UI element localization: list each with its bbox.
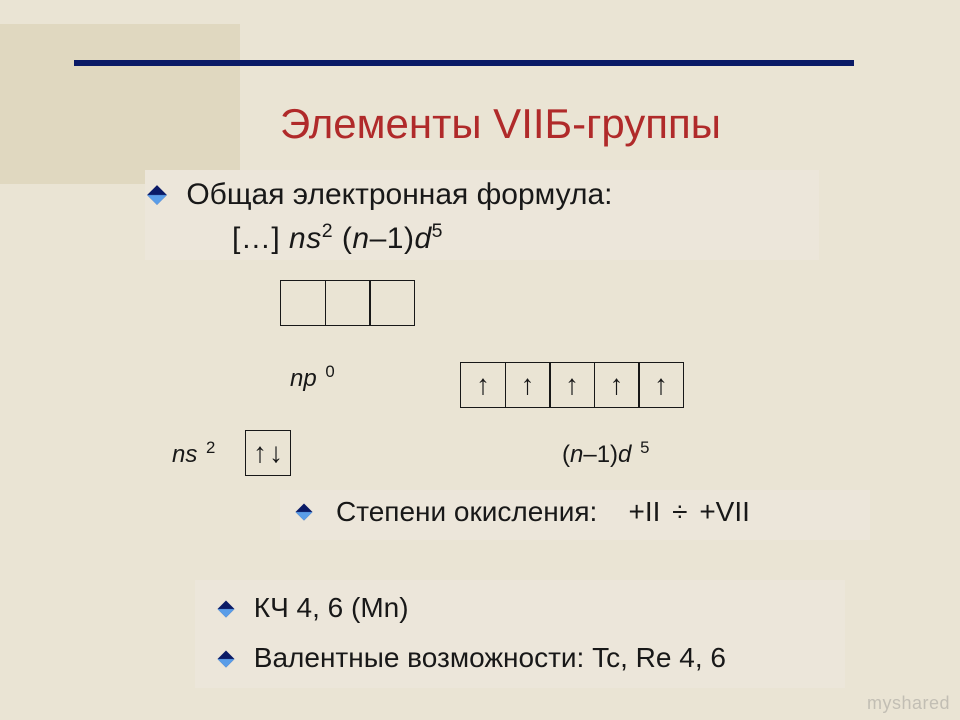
- formula-d: d: [414, 222, 431, 255]
- electron-formula: […] ns2 (n–1)d5: [232, 220, 443, 256]
- arrow-up-icon: ↑: [475, 371, 491, 399]
- label-nd-exp: 5: [640, 438, 649, 457]
- orbital-cell: [280, 280, 326, 326]
- arrow-up-icon: ↑: [520, 371, 536, 399]
- slide-title: Элементы VIIБ-группы: [280, 100, 721, 148]
- slide: Элементы VIIБ-группы Общая электронная ф…: [0, 0, 960, 720]
- label-np-base: np: [290, 365, 317, 392]
- oxidation-label: Степени окисления:: [336, 496, 597, 527]
- oxidation-from: +II: [628, 496, 660, 527]
- formula-ns: ns: [289, 222, 322, 255]
- bullet-diamond-icon: [147, 185, 167, 205]
- bullet-diamond-icon: [218, 601, 235, 618]
- oxidation-line: Степени окисления: +II ÷ +VII: [336, 496, 750, 528]
- bullet-formula-text: Общая электронная формула: [186, 178, 604, 211]
- decor-accent-line: [74, 60, 854, 66]
- bottom-line-2: Валентные возможности: Tc, Re 4, 6: [220, 642, 726, 674]
- formula-ns-exp: 2: [322, 220, 333, 242]
- oxidation-sep: ÷: [668, 496, 691, 528]
- bottom-line-1: КЧ 4, 6 (Mn): [220, 592, 409, 624]
- orbital-label-nd: (n–1)d 5: [562, 438, 649, 469]
- label-ns-exp: 2: [206, 438, 215, 457]
- orbital-row-p: [280, 280, 415, 326]
- label-ns-base: ns: [172, 441, 197, 468]
- orbital-cell: ↑: [549, 362, 595, 408]
- arrow-up-icon: ↑: [609, 371, 625, 399]
- orbital-cell: [325, 280, 371, 326]
- formula-prefix: […]: [232, 222, 280, 255]
- decor-left-bar: [0, 24, 240, 184]
- formula-paren-open: (: [342, 222, 353, 255]
- formula-d-exp: 5: [432, 220, 443, 242]
- orbital-cell: ↑: [638, 362, 684, 408]
- label-nd-mid: –1): [583, 441, 618, 468]
- label-nd-n: n: [570, 441, 583, 468]
- formula-minus: –1): [370, 222, 415, 255]
- orbital-row-d: ↑ ↑ ↑ ↑ ↑: [460, 362, 684, 408]
- formula-n: n: [352, 222, 369, 255]
- arrow-down-icon: ↓: [268, 439, 284, 467]
- bottom-text-1: КЧ 4, 6 (Mn): [254, 592, 409, 623]
- orbital-cell: ↑: [460, 362, 506, 408]
- label-np-exp: 0: [325, 362, 334, 381]
- oxidation-to: +VII: [699, 496, 750, 527]
- bullet-formula-label: Общая электронная формула:: [150, 178, 613, 212]
- orbital-cell: ↑: [505, 362, 551, 408]
- arrow-up-icon: ↑: [653, 371, 669, 399]
- orbital-cell: ↑↓: [245, 430, 291, 476]
- label-nd-d: d: [618, 441, 631, 468]
- label-nd-open: (: [562, 441, 570, 468]
- orbital-cell: ↑: [594, 362, 640, 408]
- orbital-row-s: ↑↓: [245, 430, 291, 476]
- bullet-diamond-icon: [218, 651, 235, 668]
- orbital-label-np: np 0: [290, 362, 335, 393]
- orbital-label-ns: ns 2: [172, 438, 215, 469]
- arrow-up-icon: ↑: [252, 439, 268, 467]
- arrow-up-icon: ↑: [564, 371, 580, 399]
- watermark: myshared: [867, 693, 950, 714]
- bottom-text-2: Валентные возможности: Tc, Re 4, 6: [254, 642, 726, 673]
- orbital-cell: [369, 280, 415, 326]
